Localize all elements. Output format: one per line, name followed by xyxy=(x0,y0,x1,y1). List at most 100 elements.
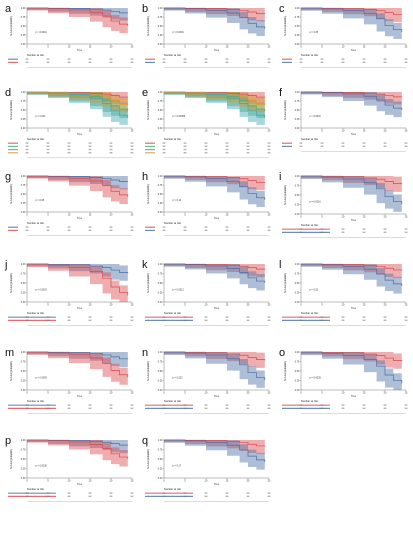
risk-table-cell xyxy=(246,61,250,63)
risk-table-cell xyxy=(246,492,250,494)
risk-table-cell xyxy=(109,145,113,147)
pvalue-label: p = 0.001 xyxy=(35,115,46,118)
risk-table-cell xyxy=(404,228,408,230)
survival-curve xyxy=(301,7,403,32)
y-tick-label: 0.50 xyxy=(21,109,26,112)
risk-table-cell xyxy=(46,319,50,321)
x-tick-label: 5 xyxy=(47,46,49,49)
confidence-band xyxy=(27,440,128,454)
risk-table-cell xyxy=(183,316,187,318)
risk-table-cell xyxy=(267,407,271,409)
risk-table-cell xyxy=(362,231,366,233)
risk-table-cell xyxy=(404,231,408,233)
risk-table-cell xyxy=(341,58,345,60)
risk-table-cell xyxy=(341,61,345,63)
survival-curve xyxy=(164,439,266,447)
risk-table-cell xyxy=(225,58,229,60)
x-tick-label: 0 xyxy=(300,216,302,219)
x-tick-label: 10 xyxy=(68,46,71,49)
risk-table-cell xyxy=(67,145,71,147)
x-axis-label: Time xyxy=(351,307,357,310)
x-tick-label: 25 xyxy=(131,392,134,395)
risk-table-cell xyxy=(130,152,134,154)
risk-table-title: Number at risk xyxy=(301,311,319,315)
x-tick-label: 5 xyxy=(184,214,186,217)
panel-letter: b xyxy=(142,3,148,15)
risk-table-cell xyxy=(246,495,250,497)
risk-table-cell xyxy=(46,492,50,494)
risk-table-cell xyxy=(320,404,324,406)
y-tick-label: 0.50 xyxy=(295,370,300,373)
risk-table-cell xyxy=(183,495,187,497)
y-tick-label: 0.25 xyxy=(158,34,163,37)
risk-table-cell xyxy=(162,319,166,321)
risk-table-cell xyxy=(183,492,187,494)
x-tick-label: 0 xyxy=(26,392,28,395)
confidence-band xyxy=(164,440,265,455)
risk-table-cell xyxy=(183,145,187,147)
y-tick-label: 0.75 xyxy=(295,16,300,19)
risk-table-cell xyxy=(320,231,324,233)
x-tick-label: 5 xyxy=(184,392,186,395)
km-panel-n: n 0.00 0.25 0.50 0.75 1.00 0 5 10 15 20 25 Time Survi… xyxy=(142,347,271,414)
risk-table-cell xyxy=(67,58,71,60)
x-tick-label: 5 xyxy=(47,480,49,483)
x-tick-label: 10 xyxy=(205,214,208,217)
x-tick-label: 0 xyxy=(26,130,28,133)
risk-table-cell xyxy=(25,495,29,497)
y-tick-label: 0.00 xyxy=(158,43,163,46)
confidence-band xyxy=(301,176,402,192)
risk-table-cell xyxy=(25,145,29,147)
y-tick-label: 0.50 xyxy=(21,458,26,461)
y-tick-label: 0.25 xyxy=(295,34,300,37)
y-axis-label: Survival probability xyxy=(10,15,13,36)
risk-table-cell xyxy=(341,316,345,318)
risk-table-cell xyxy=(109,319,113,321)
y-tick-label: 0.50 xyxy=(21,193,26,196)
confidence-band xyxy=(301,352,402,369)
risk-table-cell xyxy=(362,404,366,406)
risk-table-cell xyxy=(204,152,208,154)
y-tick-label: 0.50 xyxy=(158,370,163,373)
risk-table-cell xyxy=(162,145,166,147)
risk-table-cell xyxy=(25,152,29,154)
risk-table-cell xyxy=(183,319,187,321)
y-tick-label: 0.00 xyxy=(295,43,300,46)
x-tick-label: 0 xyxy=(300,392,302,395)
risk-table-title: Number at risk xyxy=(164,53,182,57)
x-tick-label: 20 xyxy=(110,46,113,49)
y-axis-label: Survival probability xyxy=(147,272,150,293)
risk-table-cell xyxy=(320,142,324,144)
risk-table-cell xyxy=(341,407,345,409)
x-tick-label: 25 xyxy=(268,46,271,49)
y-tick-label: 0.50 xyxy=(158,193,163,196)
x-axis-label: Time xyxy=(77,307,83,310)
x-tick-label: 25 xyxy=(268,130,271,133)
risk-table-cell xyxy=(109,316,113,318)
risk-table-cell xyxy=(67,404,71,406)
risk-table-cell xyxy=(183,404,187,406)
risk-table-title: Number at risk xyxy=(164,221,182,225)
y-tick-label: 1.00 xyxy=(295,263,300,266)
pvalue-label: p = 0.00089 xyxy=(172,115,185,118)
confidence-band xyxy=(27,176,128,190)
x-tick-label: 10 xyxy=(205,130,208,133)
y-tick-label: 1.00 xyxy=(158,91,163,94)
y-tick-label: 1.00 xyxy=(21,263,26,266)
risk-table-cell xyxy=(109,404,113,406)
panel-letter: k xyxy=(142,259,148,271)
km-panel-a: a 0.00 0.25 0.50 0.75 1.00 0 5 10 15 20 25 Time Survi… xyxy=(5,3,134,68)
x-tick-label: 15 xyxy=(226,480,229,483)
survival-curve xyxy=(164,175,266,200)
risk-table-cell xyxy=(162,152,166,154)
y-tick-label: 0.50 xyxy=(21,370,26,373)
y-tick-label: 0.00 xyxy=(295,301,300,304)
y-tick-label: 0.25 xyxy=(21,202,26,205)
x-tick-label: 0 xyxy=(163,480,165,483)
x-tick-label: 0 xyxy=(300,46,302,49)
risk-table-cell xyxy=(183,61,187,63)
x-tick-label: 5 xyxy=(47,392,49,395)
x-tick-label: 0 xyxy=(163,130,165,133)
risk-table-cell xyxy=(225,148,229,151)
risk-table-cell xyxy=(67,407,71,409)
